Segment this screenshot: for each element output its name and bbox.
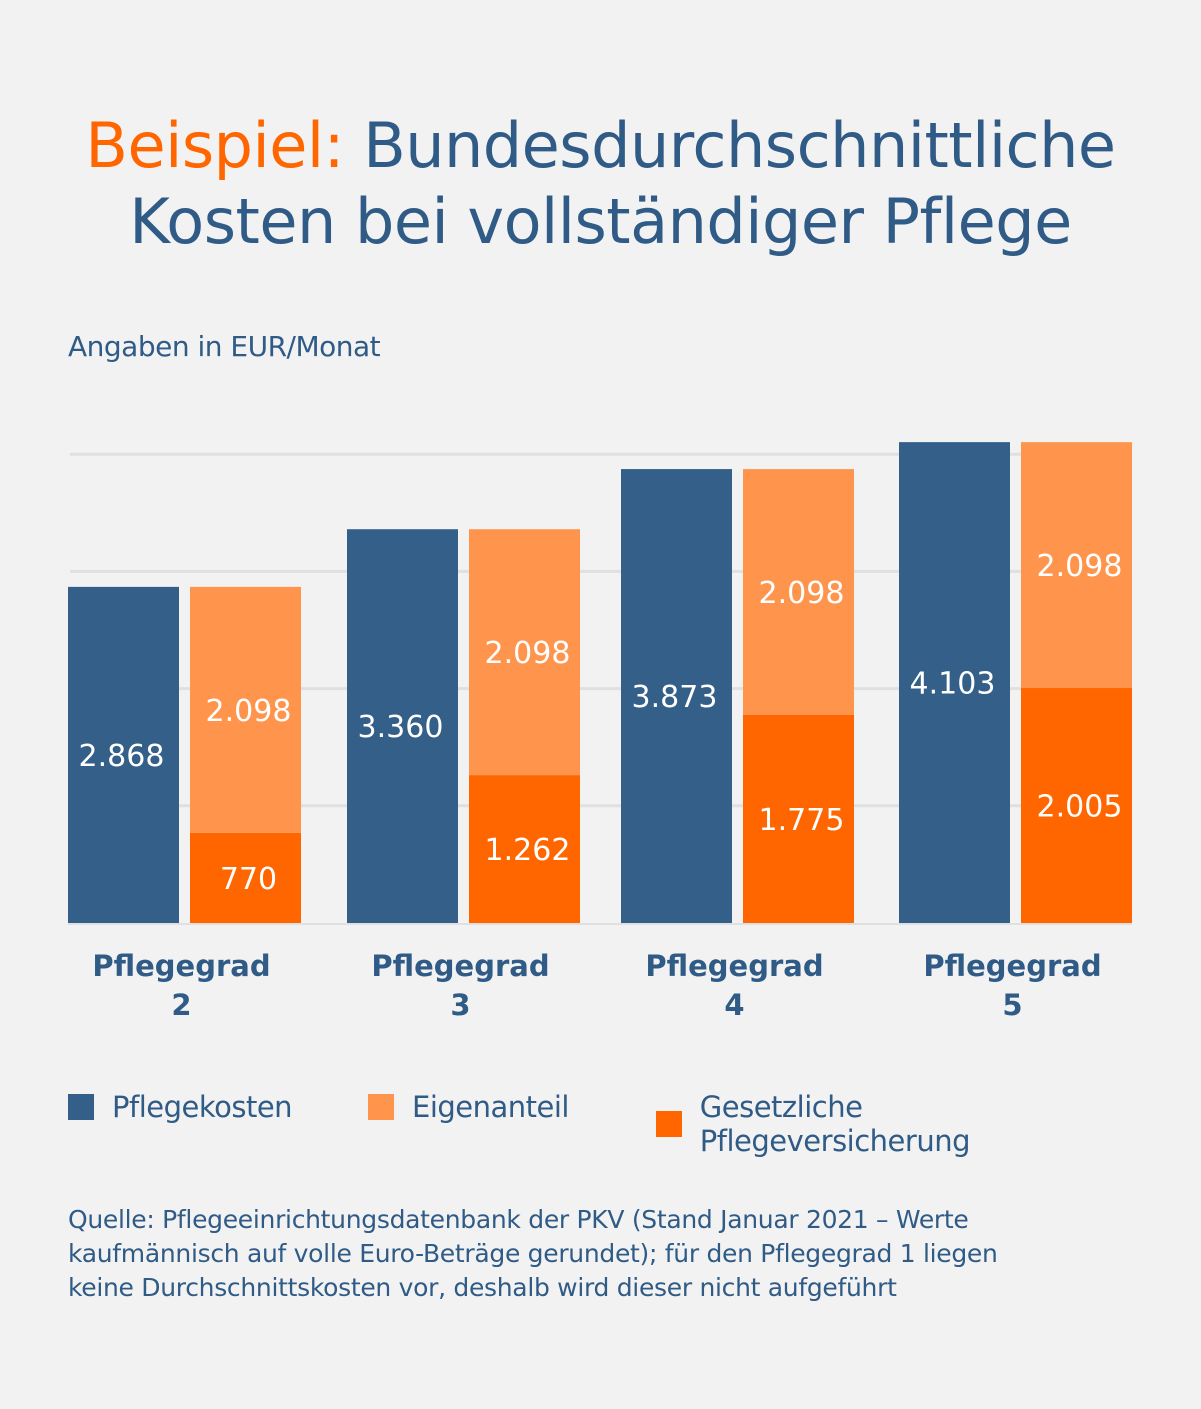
- legend-label: Eigenanteil: [412, 1090, 570, 1124]
- data-label-eigenanteil: 2.098: [485, 636, 571, 671]
- category-label: 4: [724, 988, 744, 1022]
- bar-eigenanteil: [469, 529, 580, 776]
- bar-eigenanteil: [1021, 442, 1132, 689]
- data-label-versicherung: 2.005: [1037, 790, 1123, 825]
- category-label: Pflegegrad: [92, 949, 270, 983]
- legend-swatch: [68, 1094, 94, 1120]
- title-highlight: Beispiel:: [85, 109, 344, 182]
- chart-title: Beispiel: Bundesdurchschnittliche Kosten…: [0, 108, 1201, 260]
- legend-label: Gesetzliche Pflegeversicherung: [699, 1090, 971, 1158]
- data-label-pflegekosten: 3.360: [358, 710, 444, 745]
- bar-eigenanteil: [743, 469, 854, 715]
- bar-eigenanteil: [190, 586, 301, 833]
- category-label: 2: [171, 988, 191, 1022]
- category-label: Pflegegrad: [371, 949, 549, 983]
- title-line1: Bundesdurchschnittliche: [363, 109, 1116, 182]
- data-label-pflegekosten: 4.103: [910, 667, 996, 702]
- bar-pflegekosten: [68, 586, 179, 923]
- legend-label: Pflegekosten: [112, 1090, 293, 1124]
- data-label-versicherung: 770: [220, 862, 277, 897]
- unit-subtitle: Angaben in EUR/Monat: [68, 330, 381, 363]
- category-label: Pflegegrad: [923, 949, 1101, 983]
- bar-pflegekosten: [899, 442, 1010, 923]
- data-label-eigenanteil: 2.098: [206, 694, 292, 729]
- source-note: Quelle: Pflegeeinrichtungsdatenbank der …: [68, 1203, 1128, 1305]
- legend-item-pflegekosten: Pflegekosten: [68, 1090, 293, 1124]
- source-line: Quelle: Pflegeeinrichtungsdatenbank der …: [68, 1205, 969, 1234]
- legend-item-versicherung: Gesetzliche Pflegeversicherung: [656, 1090, 1138, 1158]
- bar-versicherung: [190, 832, 301, 923]
- legend-item-eigenanteil: Eigenanteil: [368, 1090, 570, 1124]
- bar-chart: 2.868 2.098 770 Pflegegrad 2 3.360 2.098 1.262 P…: [68, 442, 1132, 1022]
- bar-versicherung: [1021, 688, 1132, 923]
- legend-swatch: [656, 1111, 682, 1137]
- data-label-eigenanteil: 2.098: [759, 576, 845, 611]
- source-line: keine Durchschnittskosten vor, deshalb w…: [68, 1273, 897, 1302]
- bar-versicherung: [469, 775, 580, 923]
- data-label-pflegekosten: 2.868: [79, 739, 165, 774]
- bar-pflegekosten: [621, 469, 732, 923]
- data-label-pflegekosten: 3.873: [632, 680, 718, 715]
- category-label: 3: [450, 988, 470, 1022]
- data-label-versicherung: 1.775: [759, 803, 845, 838]
- category-label: Pflegegrad: [645, 949, 823, 983]
- category-label: 5: [1002, 988, 1022, 1022]
- data-label-versicherung: 1.262: [485, 833, 571, 868]
- legend-swatch: [368, 1094, 394, 1120]
- title-line2: Kosten bei vollständiger Pflege: [129, 185, 1072, 258]
- bar-pflegekosten: [347, 529, 458, 923]
- data-label-eigenanteil: 2.098: [1037, 549, 1123, 584]
- bar-versicherung: [743, 714, 854, 923]
- legend: Pflegekosten Eigenanteil Gesetzliche Pfl…: [68, 1090, 1138, 1158]
- source-line: kaufmännisch auf volle Euro-Beträge geru…: [68, 1239, 998, 1268]
